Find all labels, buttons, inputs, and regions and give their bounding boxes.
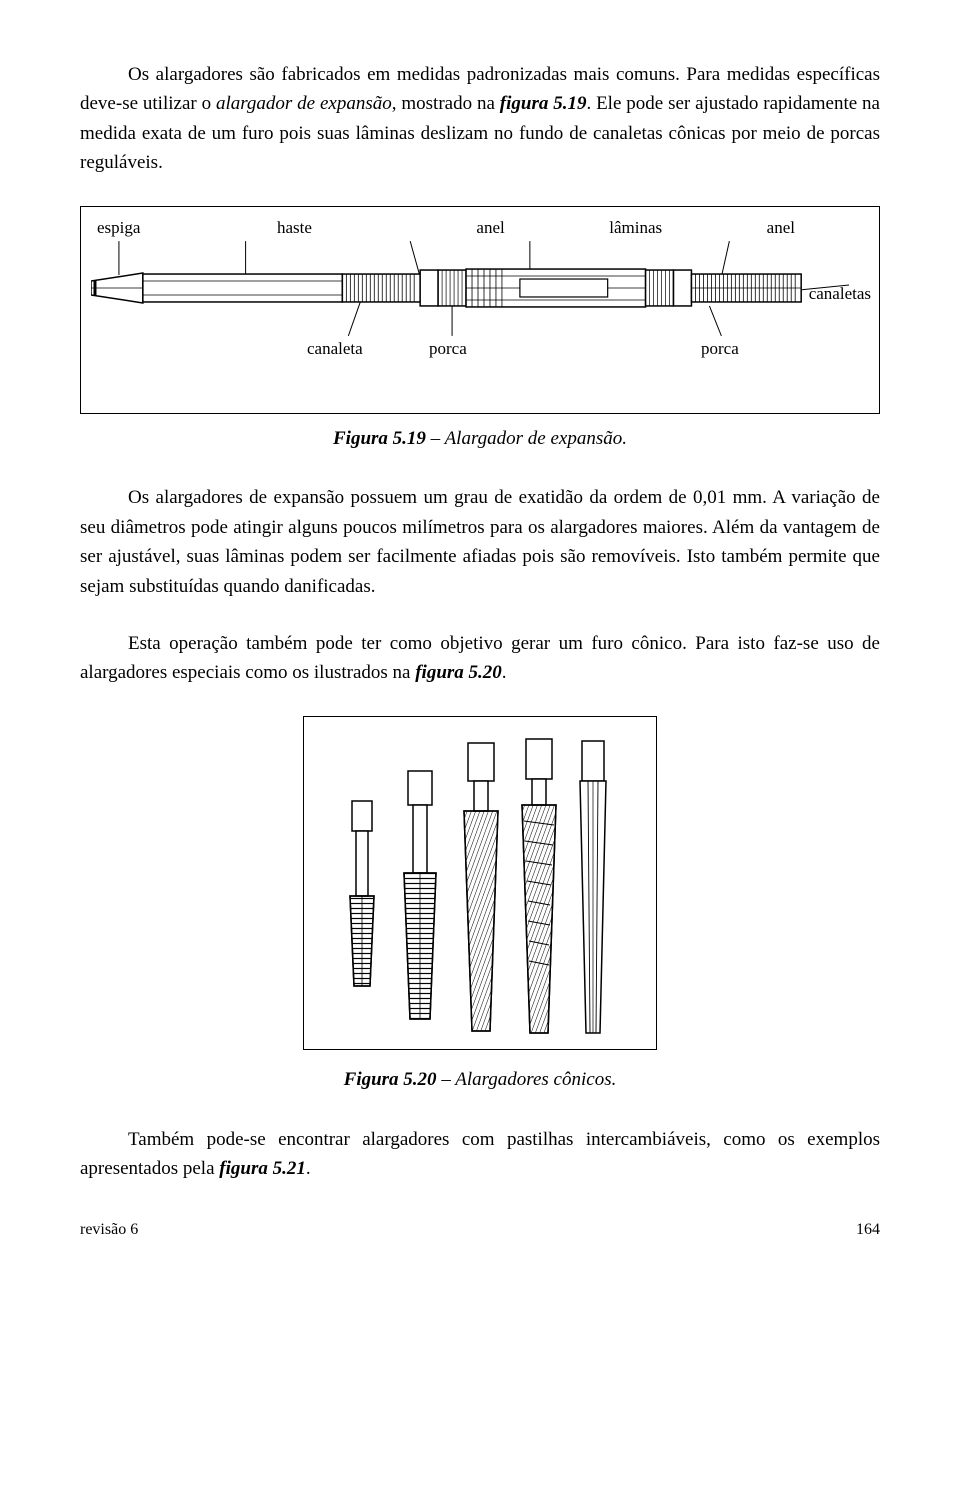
page-footer: revisão 6 164 [80, 1218, 880, 1243]
p1-text-c: , mostrado na [392, 93, 500, 114]
caption-5-19-num: Figura 5.19 [333, 428, 426, 449]
footer-revision: revisão 6 [80, 1218, 138, 1243]
p4-text-a: Também pode-se encontrar alargadores com… [80, 1129, 880, 1179]
label-porca-left: porca [429, 336, 467, 362]
paragraph-4: Também pode-se encontrar alargadores com… [80, 1125, 880, 1184]
label-laminas: lâminas [609, 215, 662, 241]
p1-italic: alargador de expansão [216, 93, 392, 114]
p3-text-c: . [502, 662, 507, 683]
label-anel-left: anel [476, 215, 504, 241]
label-espiga: espiga [97, 215, 140, 241]
figure-5-20-caption: Figura 5.20 – Alargadores cônicos. [80, 1065, 880, 1094]
label-anel-right: anel [767, 215, 795, 241]
figure-5-20-box [303, 716, 657, 1050]
paragraph-3: Esta operação também pode ter como objet… [80, 629, 880, 688]
paragraph-1: Os alargadores são fabricados em medidas… [80, 60, 880, 178]
label-canaleta: canaleta [307, 336, 363, 362]
p4-figref: figura 5.21 [219, 1158, 306, 1179]
footer-page-number: 164 [856, 1218, 880, 1243]
p4-text-c: . [306, 1158, 311, 1179]
p3-figref: figura 5.20 [415, 662, 502, 683]
paragraph-2: Os alargadores de expansão possuem um gr… [80, 483, 880, 601]
caption-5-20-text: – Alargadores cônicos. [437, 1069, 617, 1090]
caption-5-19-text: – Alargador de expansão. [426, 428, 627, 449]
conical-reamers-svg [330, 731, 630, 1041]
figure-5-20-wrap [80, 716, 880, 1059]
label-canaletas: canaletas [809, 281, 871, 307]
figure-5-19-caption: Figura 5.19 – Alargador de expansão. [80, 424, 880, 453]
label-haste: haste [277, 215, 312, 241]
caption-5-20-num: Figura 5.20 [344, 1069, 437, 1090]
figure-5-19-box: espiga haste anel lâminas anel canaletas [80, 206, 880, 414]
expansion-reamer-svg [91, 241, 869, 336]
label-porca-right: porca [701, 336, 739, 362]
p1-figref: figura 5.19 [500, 93, 587, 114]
figure-5-19-diagram: espiga haste anel lâminas anel canaletas [91, 215, 869, 405]
